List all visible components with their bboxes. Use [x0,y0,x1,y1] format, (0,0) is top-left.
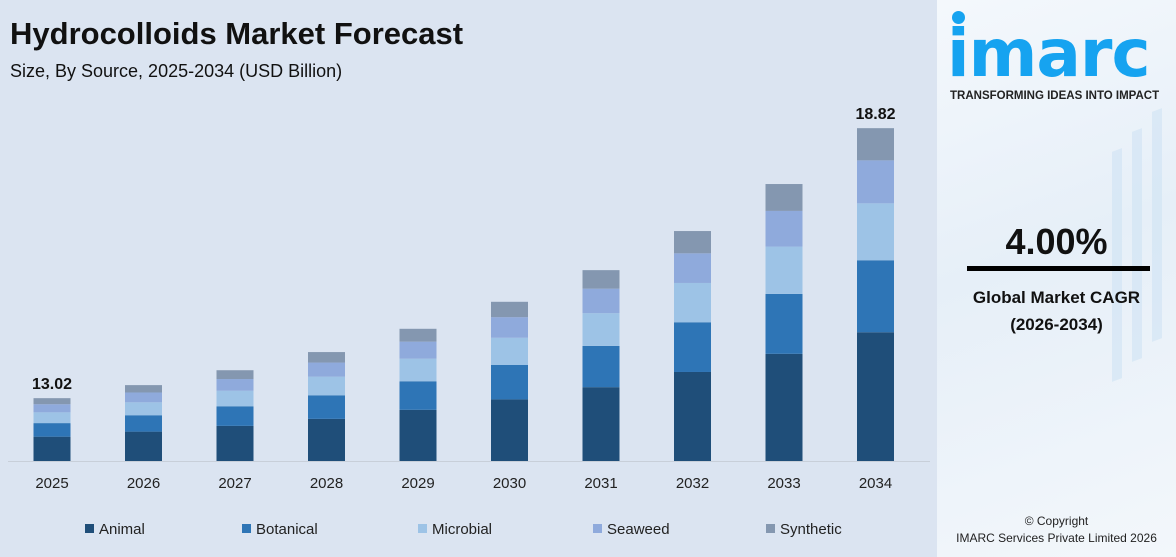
stacked-bar-chart: 2025 13.02 2026 2027 2028 2029 2030 2031 2032 203… [8,106,930,538]
bar-segment-microbial [399,358,437,382]
total-label: 13.02 [32,376,72,393]
x-tick-label: 2030 [493,475,526,492]
legend-label-synthetic: Synthetic [780,521,842,538]
bar-segment-seaweed [399,341,437,359]
x-tick-label: 2032 [676,475,709,492]
x-tick-label: 2026 [127,475,160,492]
info-panel: imarc TRANSFORMING IDEAS INTO IMPACT 4.0… [937,0,1176,557]
cagr-divider [967,266,1150,271]
bar-segment-botanical [308,395,345,419]
bar-segment-seaweed [674,253,711,283]
cagr-label: Global Market CAGR (2026-2034) [937,284,1176,338]
bar-segment-botanical [491,364,528,400]
x-tick-label: 2031 [584,475,617,492]
imarc-logo: imarc [947,24,1150,84]
bar-segment-seaweed [125,392,162,403]
bar-segment-microbial [125,402,162,416]
cagr-value: 4.00% [1005,221,1108,262]
bar-segment-microbial [674,282,711,323]
chart-panel: Hydrocolloids Market Forecast Size, By S… [8,16,930,538]
x-tick-label: 2028 [310,475,343,492]
bar-segment-synthetic [216,370,254,380]
legend-swatch-synthetic [766,524,775,533]
legend-swatch-microbial [418,524,427,533]
bar-segment-seaweed [582,288,620,314]
bar-segment-animal [491,399,528,461]
bar-segment-microbial [857,203,894,261]
bar-segment-synthetic [582,270,620,289]
bar-segment-animal [582,387,620,461]
bar-segment-seaweed [216,379,254,391]
bar-segment-animal [399,409,437,461]
bar-segment-synthetic [674,231,711,254]
bar-segment-botanical [399,381,437,410]
bar-segment-synthetic [399,328,437,342]
bar-segment-microbial [216,390,254,407]
legend-swatch-animal [85,524,94,533]
bar-segment-seaweed [857,160,894,204]
x-tick-label: 2025 [35,475,68,492]
bar-segment-synthetic [125,385,162,393]
legend-label-seaweed: Seaweed [607,521,670,538]
x-tick-label: 2034 [859,475,892,492]
cagr-label-text: Global Market CAGR [972,288,1141,307]
bar-segment-seaweed [491,317,528,338]
bar-segment-animal [33,436,71,461]
bar-segment-microbial [765,246,803,294]
total-label: 18.82 [855,106,895,123]
bar-segment-botanical [216,406,254,426]
bar-segment-microbial [582,313,620,346]
cagr-period: (2026-2034) [1010,315,1103,334]
bar-segment-synthetic [491,301,528,318]
logo-dot [952,11,965,24]
bar-segment-synthetic [33,398,71,405]
bar-segment-animal [857,332,894,461]
bar-segment-microbial [33,412,71,424]
bar-segment-seaweed [308,362,345,377]
company-name: IMARC Services Private Limited 2026 [956,531,1157,545]
legend-swatch-seaweed [593,524,602,533]
legend-label-microbial: Microbial [432,521,492,538]
bar-segment-botanical [765,293,803,354]
bar-segment-seaweed [765,210,803,247]
bar-segment-seaweed [33,404,71,413]
bar-segment-synthetic [765,184,803,211]
bar-segment-animal [674,371,711,461]
bar-segment-botanical [674,322,711,372]
bar-segment-microbial [491,337,528,365]
legend-label-animal: Animal [99,521,145,538]
bar-segment-animal [765,353,803,461]
logo-tagline: TRANSFORMING IDEAS INTO IMPACT [950,90,1160,102]
bar-segment-animal [125,431,162,461]
chart-subtitle: Size, By Source, 2025-2034 (USD Billion) [10,61,343,81]
bar-segment-botanical [125,415,162,432]
chart-title: Hydrocolloids Market Forecast [10,16,464,51]
bar-segment-synthetic [857,128,894,161]
bar-segment-botanical [582,345,620,388]
copyright: © Copyright IMARC Services Private Limit… [937,513,1176,547]
bar-segment-synthetic [308,352,345,363]
bar-segment-botanical [33,423,71,437]
legend-swatch-botanical [242,524,251,533]
bar-segment-botanical [857,260,894,333]
x-tick-label: 2033 [767,475,800,492]
legend-label-botanical: Botanical [256,521,318,538]
x-tick-label: 2029 [401,475,434,492]
bar-segment-microbial [308,376,345,396]
bar-segment-animal [308,418,345,461]
copyright-text: © Copyright [1024,514,1089,528]
x-tick-label: 2027 [218,475,251,492]
bar-segment-animal [216,425,254,461]
